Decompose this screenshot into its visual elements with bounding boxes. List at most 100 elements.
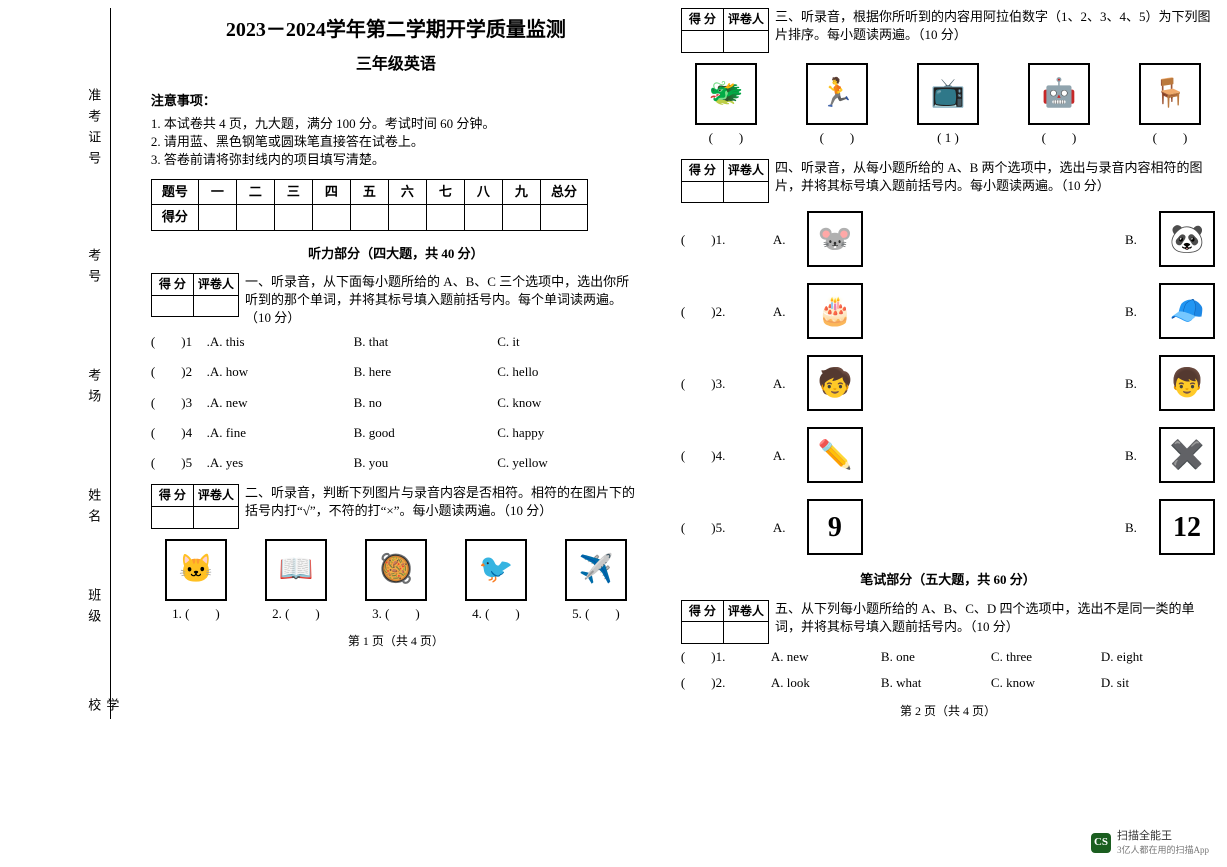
q-opt-b: B. that [354,333,498,351]
page-wrap: 准考证号 考号 考场 姓名 班级 学校 2023－2024学年第二学期开学质量监… [12,8,1215,719]
score-table: 题号 一 二 三 四 五 六 七 八 九 总分 得分 [151,179,588,230]
score-cell[interactable] [426,205,464,230]
score-cell[interactable] [502,205,540,230]
notes-heading: 注意事项： [151,92,641,110]
pic-label: 5. ( ) [551,605,641,623]
q3-pics: 🐲( ) 🏃( ) 📺( 1 ) 🤖( ) 🪑( ) [681,63,1215,147]
rubric-cell[interactable] [681,622,723,644]
q-opt-d: D. sit [1101,674,1211,692]
rubric-cell: 得 分 [681,600,723,622]
binding-label-bj: 班级 [84,588,102,630]
opt-label-a: A. [773,303,807,321]
pic-icon: 🎂 [807,283,863,339]
opt-label-a: A. [773,519,807,537]
q3-rubric: 得 分评卷人 三、听录音，根据你所听到的内容用阿拉伯数字（1、2、3、4、5）为… [681,8,1215,53]
q1-rubric: 得 分评卷人 一、听录音，从下面每小题所给的 A、B、C 三个选项中，选出你所听… [151,273,641,328]
binding-margin: 准考证号 考号 考场 姓名 班级 学校 [12,8,111,719]
pic-label: ( ) [681,129,771,147]
pic-label: 1. ( ) [151,605,241,623]
pic-icon: 👦 [1159,355,1215,411]
rubric-cell[interactable] [151,295,193,317]
q-opt-a: A. this [210,333,354,351]
opt-label-b: B. [1125,375,1159,393]
q3-instructions: 三、听录音，根据你所听到的内容用阿拉伯数字（1、2、3、4、5）为下列图片排序。… [775,8,1215,44]
q2-pic: 📖2. ( ) [251,539,341,623]
q-opt-c: C. know [991,674,1101,692]
pic-label: ( ) [792,129,882,147]
pic-icon: 🤖 [1028,63,1090,125]
written-title: 笔试部分（五大题，共 60 分） [681,571,1215,589]
note-item: 1. 本试卷共 4 页，九大题，满分 100 分。考试时间 60 分钟。 [151,115,641,133]
q1-item: ( )3. A. newB. noC. know [151,394,641,412]
score-header: 三 [274,180,312,205]
table-row: 题号 一 二 三 四 五 六 七 八 九 总分 [151,180,587,205]
q-number: 5 [186,454,207,472]
opt-label-b: B. [1125,231,1159,249]
score-header: 五 [350,180,388,205]
rubric-cell: 得 分 [151,485,193,507]
q2-pics: 🐱1. ( ) 📖2. ( ) 🥘3. ( ) 🐦4. ( ) ✈️5. ( ) [151,539,641,623]
rubric-cell[interactable] [193,295,238,317]
score-header: 六 [388,180,426,205]
rubric-cell[interactable] [681,30,723,52]
score-cell[interactable] [464,205,502,230]
score-row-label: 得分 [151,205,198,230]
notes-block: 注意事项： 1. 本试卷共 4 页，九大题，满分 100 分。考试时间 60 分… [151,92,641,169]
pic-icon: 🐭 [807,211,863,267]
rubric-table: 得 分评卷人 [681,8,769,53]
rubric-cell: 得 分 [681,159,723,181]
q4-item: ( )4. A.✏️B.✖️ [681,427,1215,485]
q2-pic: 🐱1. ( ) [151,539,241,623]
rubric-table: 得 分评卷人 [681,600,769,645]
rubric-cell[interactable] [151,507,193,529]
opt-label-b: B. [1125,447,1159,465]
q-opt-a: A. fine [210,424,354,442]
score-cell[interactable] [350,205,388,230]
pic-icon: 🐦 [465,539,527,601]
score-cell[interactable] [312,205,350,230]
q-opt-c: C. know [497,394,641,412]
rubric-cell[interactable] [723,622,768,644]
q5-instructions: 五、从下列每小题所给的 A、B、C、D 四个选项中，选出不是同一类的单词，并将其… [775,600,1215,636]
score-cell[interactable] [388,205,426,230]
q-opt-b: B. no [354,394,498,412]
q2-rubric: 得 分评卷人 二、听录音，判断下列图片与录音内容是否相符。相符的在图片下的括号内… [151,484,641,529]
q4-list: ( )1. A.🐭B.🐼 ( )2. A.🎂B.🧢 ( )3. A.🧒B.👦 (… [681,211,1215,557]
q4-rubric: 得 分评卷人 四、听录音，从每小题所给的 A、B 两个选项中，选出与录音内容相符… [681,159,1215,204]
q-opt-c: C. hello [497,363,641,381]
binding-label-kc: 考场 [84,368,102,410]
binding-label-zkzh: 准考证号 [84,88,102,172]
score-cell[interactable] [198,205,236,230]
scanner-watermark: CS 扫描全能王 3亿人都在用的扫描App [1091,829,1209,857]
score-header: 一 [198,180,236,205]
q-opt-a: A. how [210,363,354,381]
pic-icon: 🧒 [807,355,863,411]
score-header: 二 [236,180,274,205]
rubric-cell[interactable] [193,507,238,529]
q3-pic: 📺( 1 ) [903,63,993,147]
q2-instructions: 二、听录音，判断下列图片与录音内容是否相符。相符的在图片下的括号内打“√”，不符… [245,484,641,520]
score-cell[interactable] [540,205,587,230]
rubric-cell: 得 分 [681,9,723,31]
rubric-cell[interactable] [723,30,768,52]
q-opt-b: B. one [881,648,991,666]
pic-label: 4. ( ) [451,605,541,623]
q1-item: ( )4. A. fineB. goodC. happy [151,424,641,442]
rubric-cell[interactable] [723,181,768,203]
q-opt-a: A. new [771,648,881,666]
q1-item: ( )2. A. howB. hereC. hello [151,363,641,381]
score-cell[interactable] [236,205,274,230]
note-item: 2. 请用蓝、黑色钢笔或圆珠笔直接答在试卷上。 [151,133,641,151]
q-opt-a: A. new [210,394,354,412]
q-number: 4 [186,424,207,442]
q1-item: ( )5. A. yesB. youC. yellow [151,454,641,472]
pic-icon: ✏️ [807,427,863,483]
rubric-cell[interactable] [681,181,723,203]
pic-label: ( ) [1125,129,1215,147]
binding-label-kh: 考号 [84,248,102,290]
score-cell[interactable] [274,205,312,230]
q-opt-d: D. eight [1101,648,1211,666]
pic-icon: ✖️ [1159,427,1215,483]
q2-pic: 🐦 4. ( ) [451,539,541,623]
note-item: 3. 答卷前请将弥封线内的项目填写清楚。 [151,151,641,169]
